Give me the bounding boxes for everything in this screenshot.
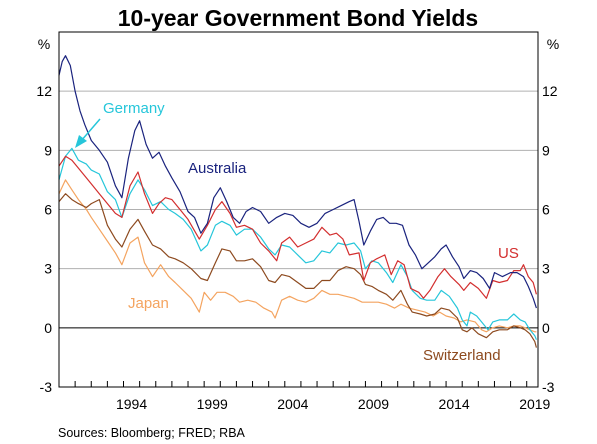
y-tick-label-left: 3 (44, 261, 52, 277)
x-tick-label: 2019 (519, 396, 550, 412)
series-label-japan: Japan (128, 295, 169, 312)
gridlines (59, 90, 538, 329)
x-tick-label: 2009 (358, 396, 389, 412)
chart-title: 10-year Government Bond Yields (118, 5, 478, 31)
y-tick-label-left: 9 (44, 142, 52, 158)
series-line-switzerland (58, 193, 537, 348)
x-tick-label: 1999 (197, 396, 228, 412)
x-tick-label: 2014 (439, 396, 470, 412)
y-tick-label-right: 12 (542, 83, 558, 99)
series-line-australia (58, 55, 537, 309)
y-tick-label-right: 6 (542, 202, 550, 218)
x-tick-label: 1994 (116, 396, 147, 412)
series-line-us (58, 155, 537, 299)
series-lines (58, 55, 537, 348)
y-tick-label-right: 0 (542, 320, 550, 336)
y-tick-label-right: 9 (542, 142, 550, 158)
source-note: Sources: Bloomberg; FRED; RBA (58, 426, 246, 440)
plot-frame (58, 31, 539, 388)
germany-arrow-line (80, 118, 101, 142)
series-line-japan (58, 179, 537, 333)
left-axis-unit: % (38, 36, 50, 52)
y-tick-label-right: 3 (542, 261, 550, 277)
axis-ticks: -3 -3 0 0 3 3 6 6 9 9 12 12 1994 1999 2004 2009 2014 2019 (36, 83, 557, 412)
x-tick-label: 2004 (277, 396, 308, 412)
y-tick-label-left: 0 (44, 320, 52, 336)
series-label-us: US (498, 245, 519, 262)
germany-arrow-head (75, 135, 87, 148)
y-tick-label-left: -3 (40, 379, 53, 395)
series-label-switzerland: Switzerland (423, 347, 501, 364)
y-tick-label-left: 6 (44, 202, 52, 218)
y-tick-label-right: -3 (542, 379, 555, 395)
series-label-australia: Australia (188, 160, 247, 177)
series-label-germany: Germany (103, 100, 165, 117)
right-axis-unit: % (547, 36, 559, 52)
series-labels: Australia US Germany Japan Switzerland (75, 100, 519, 364)
y-tick-label-left: 12 (36, 83, 52, 99)
